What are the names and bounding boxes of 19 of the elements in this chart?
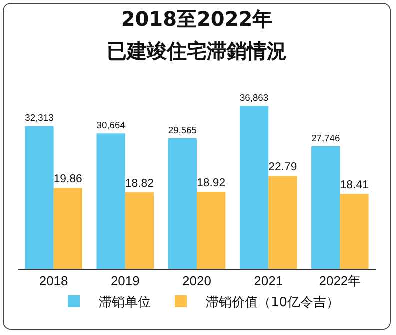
data-label: 18.82 bbox=[125, 178, 154, 190]
legend-label: 滞销价值（10亿令吉） bbox=[206, 296, 340, 311]
legend-label: 滞销单位 bbox=[99, 296, 151, 311]
chart-subtitle: 已建竣住宅滞銷情況 bbox=[107, 39, 287, 63]
data-label: 18.92 bbox=[197, 177, 226, 190]
data-label: 29,565 bbox=[168, 125, 197, 136]
data-label: 18.41 bbox=[340, 179, 369, 192]
x-tick-label: 2022年 bbox=[319, 274, 362, 289]
data-label: 22.79 bbox=[268, 162, 298, 174]
data-label: 27,746 bbox=[312, 133, 340, 144]
data-label: 19.86 bbox=[54, 174, 82, 186]
x-tick-label: 2021 bbox=[254, 274, 284, 289]
x-tick-label: 2019 bbox=[110, 274, 140, 289]
data-label: 32,313 bbox=[25, 113, 54, 124]
x-tick-label: 2020 bbox=[182, 274, 212, 289]
x-tick-label: 2018 bbox=[39, 274, 68, 289]
data-label: 36,863 bbox=[240, 93, 269, 104]
chart-title: 2018至2022年 bbox=[121, 7, 273, 32]
data-label: 30,664 bbox=[96, 120, 126, 130]
